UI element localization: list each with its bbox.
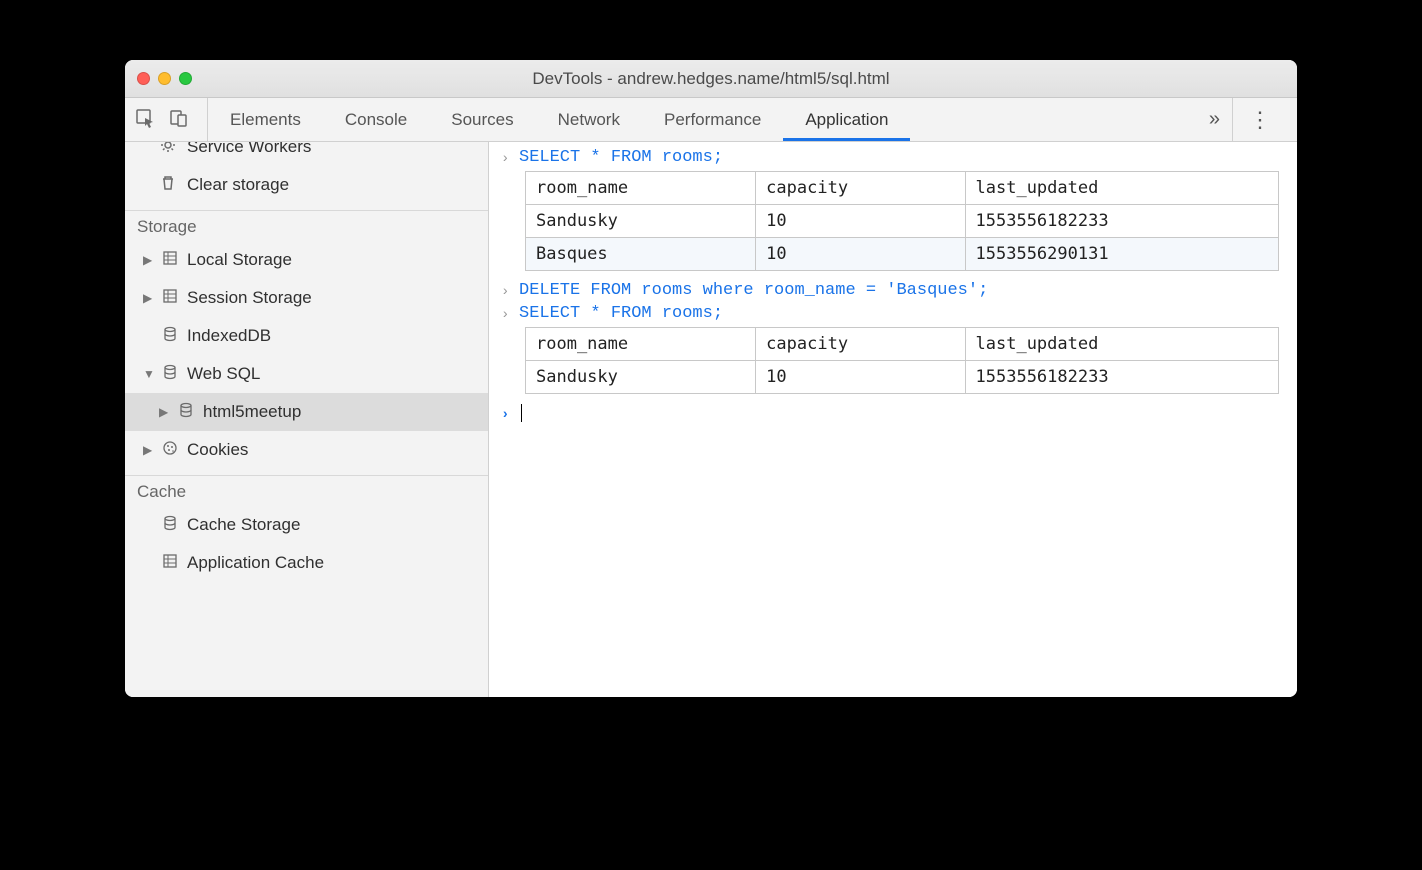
prompt-icon: › [501, 304, 519, 323]
device-toggle-icon[interactable] [169, 108, 189, 131]
table-header: capacity [756, 328, 965, 361]
table-row: Sandusky 10 1553556182233 [526, 205, 1279, 238]
devtools-menu-button[interactable]: ⋮ [1232, 98, 1287, 141]
sql-result-table: room_name capacity last_updated Sandusky… [525, 171, 1279, 271]
tab-application[interactable]: Application [783, 98, 910, 141]
sidebar-item-application-cache[interactable]: Application Cache [125, 544, 488, 582]
sql-query-row: › SELECT * FROM rooms; [501, 148, 1285, 167]
sql-query-row: › DELETE FROM rooms where room_name = 'B… [501, 281, 1285, 300]
storage-grid-icon [159, 288, 181, 309]
sql-result-table: room_name capacity last_updated Sandusky… [525, 327, 1279, 394]
tab-elements[interactable]: Elements [208, 98, 323, 141]
sidebar-item-label: Web SQL [187, 364, 260, 384]
inspect-element-icon[interactable] [135, 108, 155, 131]
application-sidebar: Service Workers Clear storage Storage ▶ … [125, 142, 489, 697]
table-cell: 1553556290131 [965, 238, 1278, 271]
sidebar-item-label: IndexedDB [187, 326, 271, 346]
tab-network[interactable]: Network [536, 98, 642, 141]
database-icon [159, 515, 181, 536]
tab-sources[interactable]: Sources [429, 98, 535, 141]
collapse-arrow-icon: ▼ [143, 367, 159, 381]
sidebar-item-label: Cache Storage [187, 515, 300, 535]
table-cell: 10 [756, 361, 965, 394]
table-row: Basques 10 1553556290131 [526, 238, 1279, 271]
expand-arrow-icon: ▶ [143, 443, 159, 457]
table-header: capacity [756, 172, 965, 205]
devtools-window: DevTools - andrew.hedges.name/html5/sql.… [125, 60, 1297, 697]
sidebar-item-label: Service Workers [187, 142, 311, 157]
table-header: last_updated [965, 172, 1278, 205]
sql-statement: SELECT * FROM rooms; [519, 304, 723, 323]
expand-arrow-icon: ▶ [143, 291, 159, 305]
database-icon [159, 364, 181, 385]
devtools-body: Service Workers Clear storage Storage ▶ … [125, 142, 1297, 697]
table-cell: 10 [756, 238, 965, 271]
sql-input-row[interactable]: › [501, 404, 1285, 423]
expand-arrow-icon: ▶ [159, 405, 175, 419]
table-cell: Basques [526, 238, 756, 271]
sidebar-item-cookies[interactable]: ▶ Cookies [125, 431, 488, 469]
sidebar-section-cache: Cache [125, 475, 488, 506]
sidebar-item-websql-database[interactable]: ▶ html5meetup [125, 393, 488, 431]
sidebar-item-label: Cookies [187, 440, 248, 460]
table-cell: 10 [756, 205, 965, 238]
sql-statement: DELETE FROM rooms where room_name = 'Bas… [519, 281, 988, 300]
storage-grid-icon [159, 553, 181, 574]
table-header: room_name [526, 172, 756, 205]
sidebar-item-web-sql[interactable]: ▼ Web SQL [125, 355, 488, 393]
table-cell: Sandusky [526, 205, 756, 238]
trash-icon [157, 175, 179, 196]
sidebar-item-label: Application Cache [187, 553, 324, 573]
sidebar-item-indexeddb[interactable]: IndexedDB [125, 317, 488, 355]
table-cell: 1553556182233 [965, 361, 1278, 394]
sidebar-item-service-workers[interactable]: Service Workers [125, 142, 488, 166]
storage-grid-icon [159, 250, 181, 271]
table-row: Sandusky 10 1553556182233 [526, 361, 1279, 394]
table-cell: Sandusky [526, 361, 756, 394]
window-title: DevTools - andrew.hedges.name/html5/sql.… [125, 69, 1297, 89]
prompt-icon: › [501, 281, 519, 300]
sidebar-item-local-storage[interactable]: ▶ Local Storage [125, 241, 488, 279]
table-cell: 1553556182233 [965, 205, 1278, 238]
sidebar-item-clear-storage[interactable]: Clear storage [125, 166, 488, 204]
sidebar-item-label: Session Storage [187, 288, 312, 308]
sidebar-item-label: Local Storage [187, 250, 292, 270]
table-header: room_name [526, 328, 756, 361]
gear-icon [157, 142, 179, 158]
database-icon [175, 402, 197, 423]
prompt-active-icon: › [501, 404, 519, 423]
table-header: last_updated [965, 328, 1278, 361]
tab-performance[interactable]: Performance [642, 98, 783, 141]
tab-console[interactable]: Console [323, 98, 429, 141]
sql-query-row: › SELECT * FROM rooms; [501, 304, 1285, 323]
text-cursor [521, 404, 522, 422]
expand-arrow-icon: ▶ [143, 253, 159, 267]
more-tabs-button[interactable]: » [1197, 108, 1232, 131]
sql-statement: SELECT * FROM rooms; [519, 148, 723, 167]
sidebar-section-storage: Storage [125, 210, 488, 241]
titlebar: DevTools - andrew.hedges.name/html5/sql.… [125, 60, 1297, 98]
cookie-icon [159, 440, 181, 461]
sidebar-item-label: Clear storage [187, 175, 289, 195]
prompt-icon: › [501, 148, 519, 167]
sidebar-item-session-storage[interactable]: ▶ Session Storage [125, 279, 488, 317]
devtools-tabbar: Elements Console Sources Network Perform… [125, 98, 1297, 142]
sidebar-item-cache-storage[interactable]: Cache Storage [125, 506, 488, 544]
websql-console[interactable]: › SELECT * FROM rooms; room_name capacit… [489, 142, 1297, 697]
sidebar-item-label: html5meetup [203, 402, 301, 422]
database-icon [159, 326, 181, 347]
